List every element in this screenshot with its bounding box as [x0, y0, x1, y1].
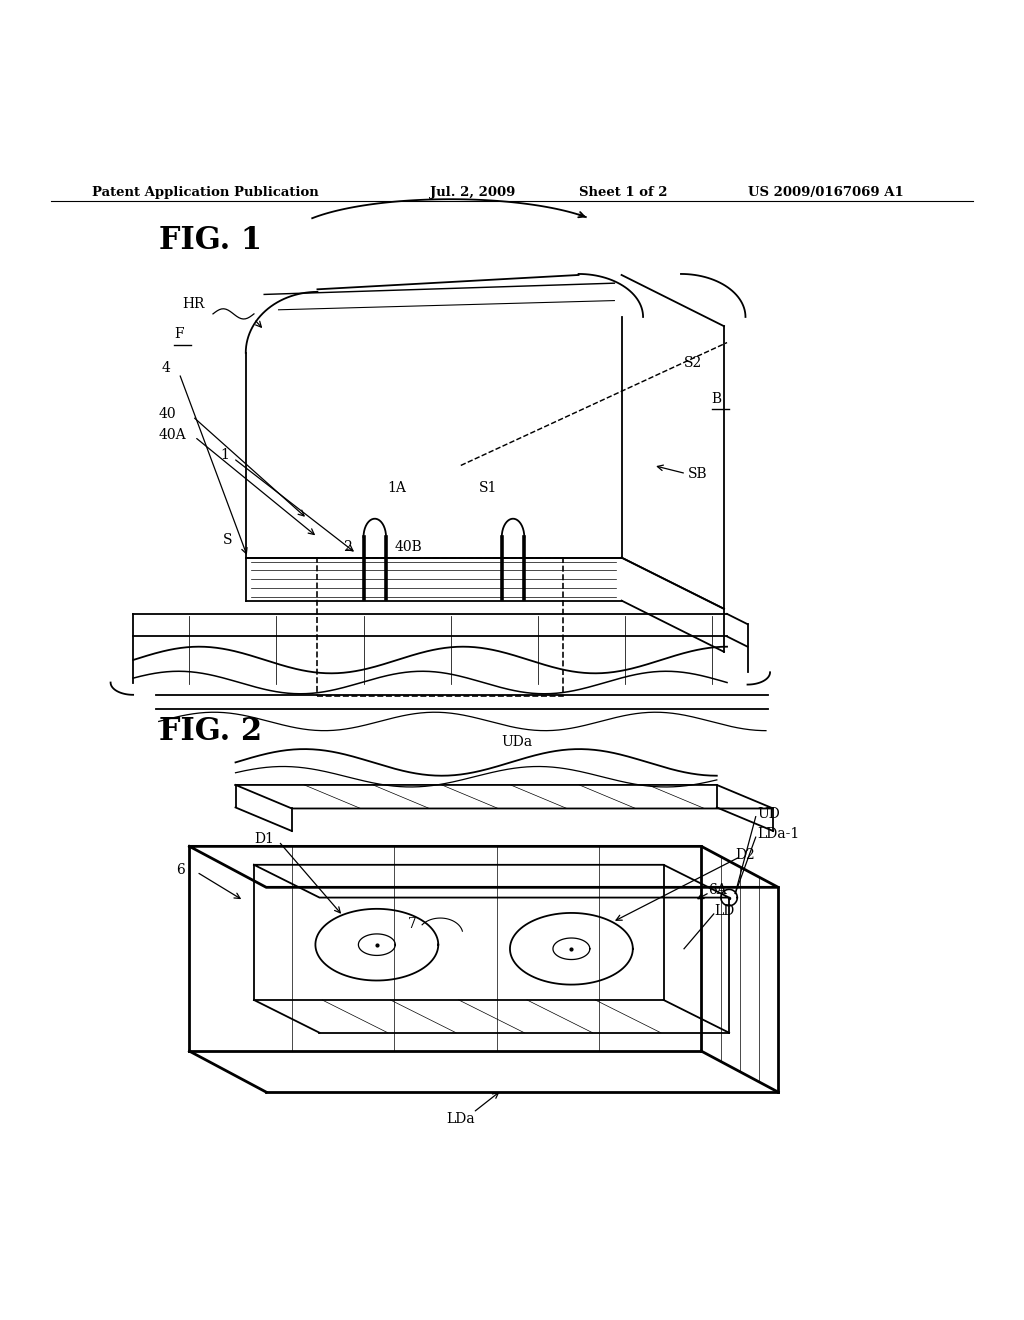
Text: Patent Application Publication: Patent Application Publication — [92, 186, 318, 198]
Text: LDa-1: LDa-1 — [758, 828, 800, 841]
Text: 2: 2 — [343, 540, 352, 554]
Text: FIG. 2: FIG. 2 — [159, 717, 262, 747]
Text: S1: S1 — [479, 480, 498, 495]
Text: 6: 6 — [176, 863, 185, 876]
Text: F: F — [174, 327, 183, 342]
Text: 40B: 40B — [394, 540, 422, 554]
Text: D2: D2 — [735, 847, 755, 862]
Bar — [317, 557, 563, 696]
Text: S2: S2 — [684, 356, 702, 370]
Text: LDa: LDa — [446, 1111, 475, 1126]
Text: US 2009/0167069 A1: US 2009/0167069 A1 — [748, 186, 903, 198]
Text: UD: UD — [758, 807, 780, 821]
Text: 1: 1 — [220, 449, 229, 462]
Text: 1A: 1A — [387, 480, 406, 495]
Text: 40A: 40A — [159, 428, 186, 442]
Text: Jul. 2, 2009: Jul. 2, 2009 — [430, 186, 515, 198]
Text: FIG. 1: FIG. 1 — [159, 224, 262, 256]
Text: LD: LD — [715, 904, 735, 917]
Text: B: B — [712, 392, 722, 405]
Text: HR: HR — [182, 297, 205, 310]
Text: SB: SB — [688, 467, 708, 480]
Text: 7: 7 — [408, 917, 417, 931]
Text: Sheet 1 of 2: Sheet 1 of 2 — [579, 186, 667, 198]
Text: S: S — [223, 533, 232, 548]
Text: UDa: UDa — [502, 735, 532, 748]
Text: 40: 40 — [159, 408, 176, 421]
Text: 6A: 6A — [709, 883, 727, 898]
Text: 4: 4 — [162, 362, 171, 375]
Text: D1: D1 — [254, 832, 273, 846]
